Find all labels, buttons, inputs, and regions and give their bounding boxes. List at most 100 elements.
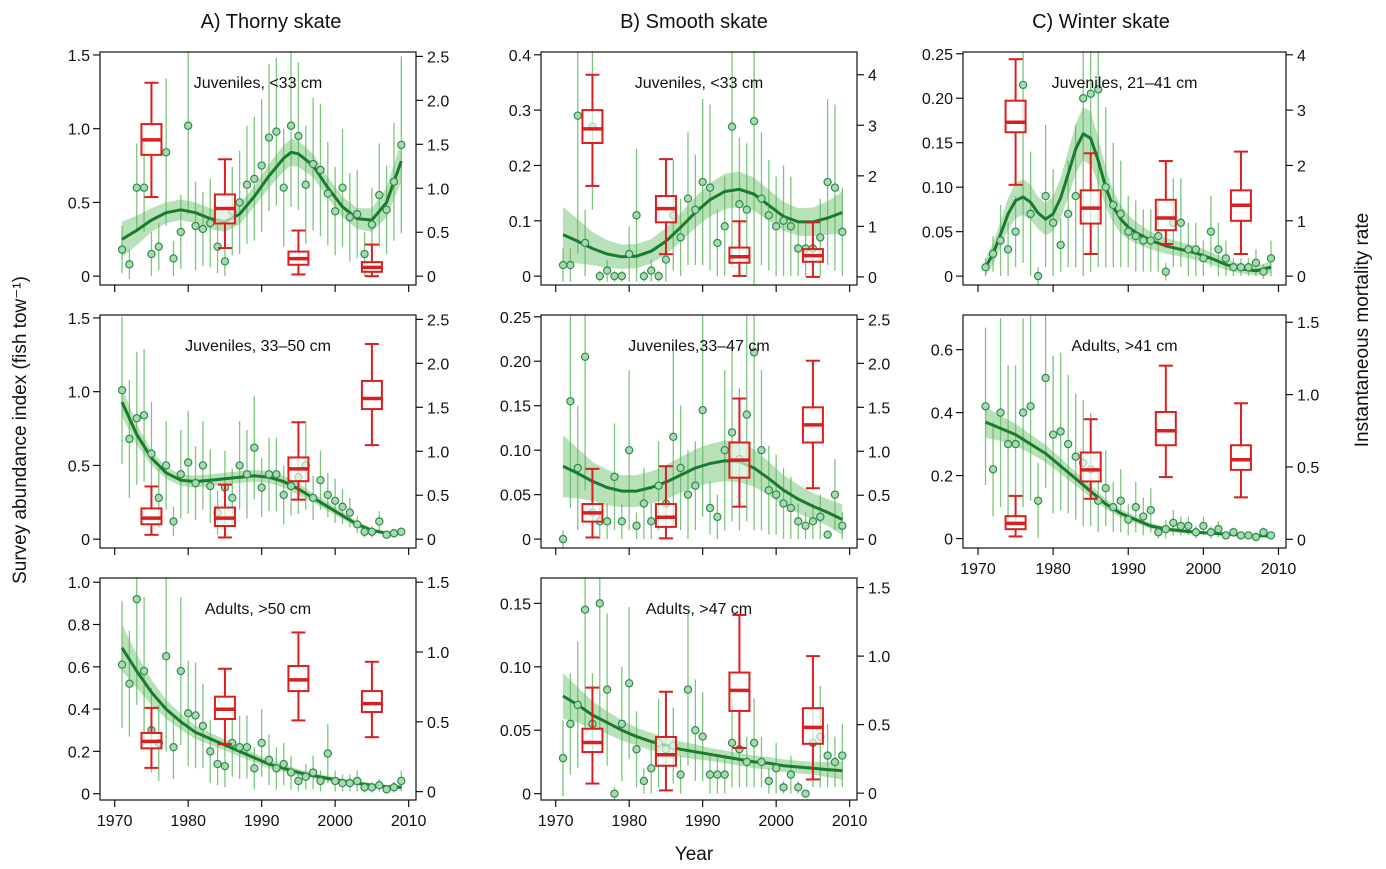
data-point [823, 751, 832, 760]
y-tick-label: 0.2 [509, 158, 531, 175]
data-point [1056, 427, 1065, 436]
panel-winter-juv: Juveniles, 21–41 cm 0 0.05 0.10 0.15 0.20 0.25… [922, 47, 1306, 292]
y-tick-label: 0.25 [500, 310, 531, 327]
data-point [1259, 267, 1268, 276]
data-point [1206, 227, 1216, 236]
data-point [757, 194, 766, 203]
data-point [117, 245, 127, 254]
y-tick-label: 0.6 [68, 660, 90, 677]
data-point [573, 111, 582, 120]
y2-tick-label: 1.5 [427, 400, 449, 417]
y-tick-label: 0.15 [500, 399, 531, 416]
y-tick-label: 0.10 [500, 443, 531, 460]
data-point [191, 221, 200, 231]
data-point [1101, 182, 1110, 192]
data-point [808, 517, 818, 526]
data-point [183, 121, 193, 130]
data-point [242, 470, 252, 479]
data-point [1131, 502, 1140, 512]
mortality-boxplot [1154, 364, 1177, 479]
mortality-boxplot [213, 667, 236, 746]
data-point [1154, 528, 1163, 537]
mortality-boxplot [801, 359, 824, 490]
data-point [139, 183, 149, 192]
data-point [169, 254, 178, 263]
y-tick-label: 0.10 [922, 180, 953, 197]
y2-tick-label: 1.0 [427, 181, 449, 198]
data-point [389, 529, 399, 538]
data-point [308, 159, 318, 169]
mortality-boxplot [728, 614, 751, 749]
data-point [257, 483, 266, 492]
y2-tick-label: 0 [427, 785, 436, 802]
data-point [147, 449, 156, 458]
mortality-boxplot [801, 221, 824, 278]
panel-smooth-juv-mid: Juveniles,33–47 cm 0 0.05 0.10 0.15 0.20 0.25 0… [500, 310, 890, 555]
data-point [647, 517, 656, 526]
y-tick-label: 0.8 [68, 618, 90, 635]
data-point [713, 512, 722, 522]
mortality-boxplot [360, 660, 383, 739]
y-tick-label: 0.2 [931, 469, 953, 486]
y-tick-label: 1.0 [68, 575, 90, 592]
data-point [345, 778, 355, 788]
data-point [169, 742, 178, 752]
data-point [988, 465, 998, 474]
y2-tick-label: 4 [1297, 48, 1306, 65]
data-point [375, 190, 384, 200]
data-point [794, 517, 803, 526]
data-point [830, 183, 840, 192]
data-point [617, 271, 627, 281]
y-tick-label: 0 [81, 269, 90, 286]
y2-tick-label: 3 [868, 118, 877, 135]
mortality-boxplot [581, 467, 604, 539]
data-point [191, 711, 200, 720]
y-tick-label: 1.5 [68, 311, 90, 328]
data-point [779, 783, 788, 792]
data-point [132, 414, 141, 423]
data-point [698, 732, 707, 741]
data-point [705, 770, 715, 779]
data-point [360, 249, 369, 259]
plot-area [558, 52, 847, 285]
data-point [1199, 254, 1208, 263]
y2-tick-label: 2.0 [868, 356, 890, 373]
data-point [330, 496, 340, 506]
data-point [727, 738, 737, 748]
data-point [1071, 452, 1080, 461]
data-point [176, 470, 186, 479]
mortality-boxplot [140, 485, 163, 536]
panel-thorny-juv-mid: Juveniles, 33–50 cm 0 0.5 1.0 1.5 0 0.5 1.0 1.5 2… [68, 311, 449, 555]
data-point [198, 721, 208, 731]
mortality-boxplot [287, 631, 310, 722]
smooth-line [984, 132, 1272, 273]
data-point [713, 238, 722, 248]
data-point [566, 719, 575, 729]
data-point [206, 481, 215, 491]
data-point [117, 660, 127, 669]
panel-label: Adults, >47 cm [646, 601, 752, 618]
data-point [779, 499, 788, 508]
panel-label: Adults, >50 cm [205, 601, 311, 618]
y-tick-label: 1.0 [68, 385, 90, 402]
data-point [705, 183, 715, 192]
data-point [206, 747, 215, 756]
data-point [132, 594, 141, 604]
y2-tick-label: 2 [868, 169, 877, 186]
x-tick-label: 1990 [244, 813, 280, 830]
boxplot-box [360, 690, 383, 714]
panel-label: Juveniles, <33 cm [635, 75, 764, 92]
data-point [264, 470, 274, 479]
panel-frame [99, 314, 417, 549]
data-point [1041, 191, 1050, 201]
data-point [294, 131, 303, 141]
data-point [330, 776, 340, 786]
data-point [397, 140, 406, 150]
data-point [830, 757, 840, 767]
panel-winter-adult: Adults, >41 cm 0 0.2 0.4 0.6 0 0.5 1.0 1.5 1970 19… [931, 314, 1319, 578]
y2-tick-label: 1.0 [427, 444, 449, 461]
data-point [816, 233, 825, 242]
data-point [617, 517, 627, 526]
data-point [139, 666, 149, 676]
data-point [1078, 94, 1088, 103]
